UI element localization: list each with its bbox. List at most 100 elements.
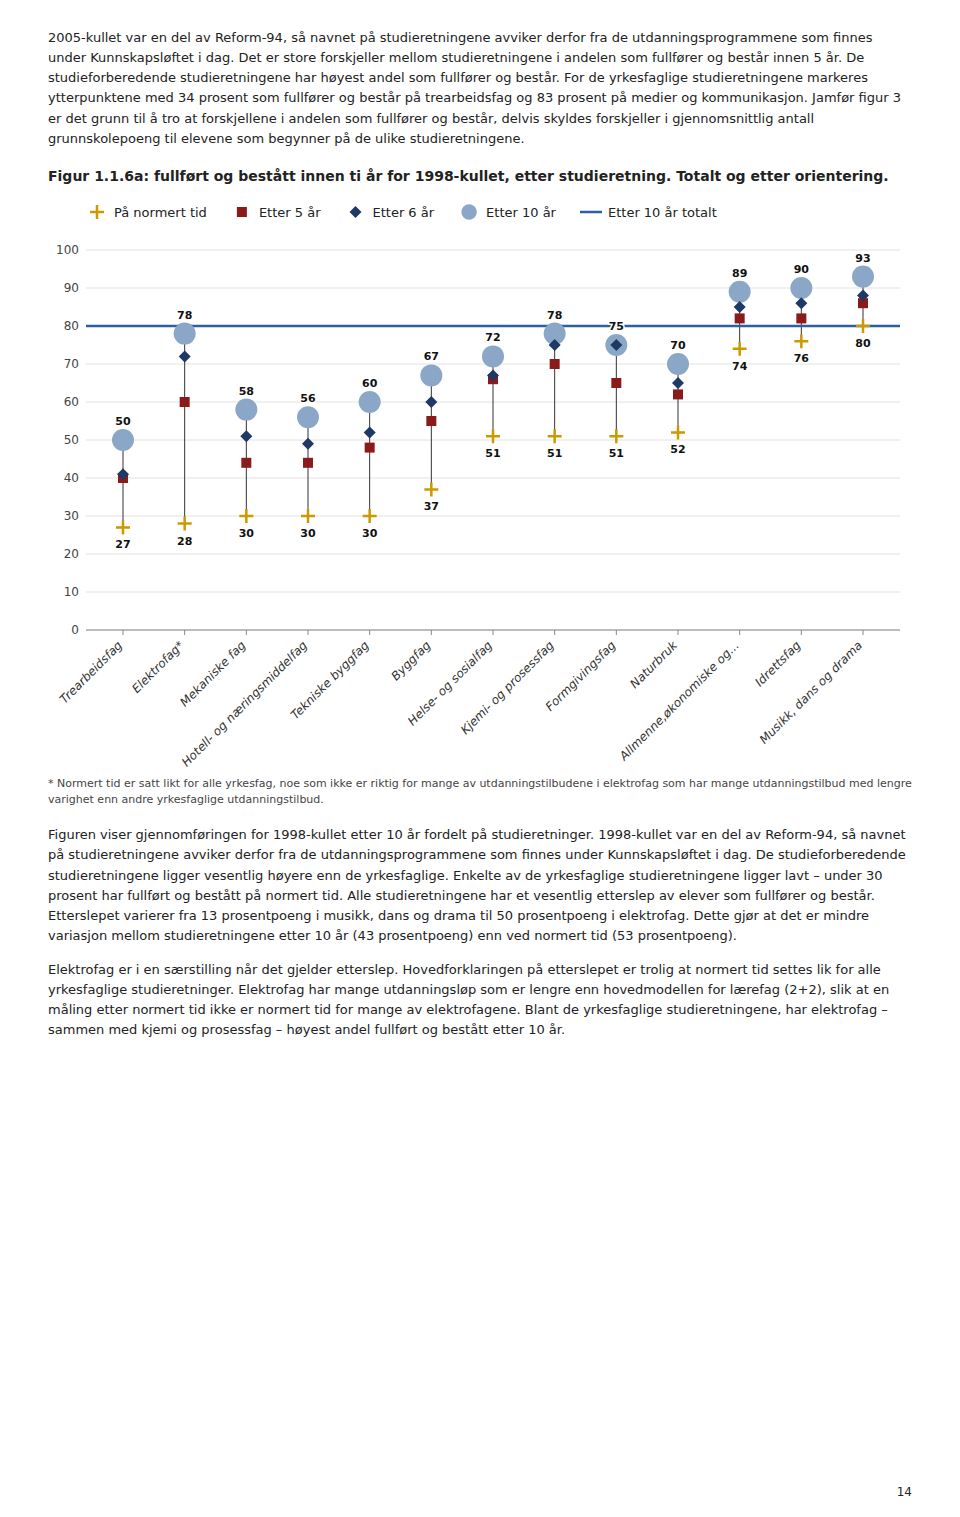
point-circle xyxy=(297,407,319,429)
data-label: 70 xyxy=(670,339,686,352)
body-text: 2005-kullet var en del av Reform-94, så … xyxy=(48,28,912,149)
x-tick-label: Kjemi- og prosessfag xyxy=(458,638,557,737)
legend-swatch xyxy=(237,207,247,217)
grid-line xyxy=(86,326,900,327)
point-plus xyxy=(424,483,438,497)
x-tick-label: Idrettsfag xyxy=(752,638,803,689)
point-circle xyxy=(112,429,134,451)
legend-item: Etter 10 år totalt xyxy=(580,205,717,220)
point-diamond xyxy=(734,301,746,313)
legend-swatch xyxy=(349,206,361,218)
page: 2005-kullet var en del av Reform-94, så … xyxy=(0,0,960,1041)
y-tick-label: 80 xyxy=(64,319,79,333)
data-label: 60 xyxy=(362,377,378,390)
x-tick-label: Musikk, dans og drama xyxy=(757,639,865,747)
legend-label: Etter 5 år xyxy=(259,205,321,220)
x-tick-label: Formgivingsfag xyxy=(543,638,619,714)
data-label: 37 xyxy=(424,501,439,514)
legend-label: Etter 10 år totalt xyxy=(608,205,717,220)
legend-label: Etter 6 år xyxy=(372,205,434,220)
y-tick-label: 30 xyxy=(64,509,79,523)
chart-title: Figur 1.1.6a: fullført og bestått innen … xyxy=(48,167,912,187)
point-plus xyxy=(856,319,870,333)
point-square xyxy=(303,458,313,468)
body-text: Elektrofag er i en særstilling når det g… xyxy=(48,960,912,1041)
x-tick-label: Allmenne,økonomiske og... xyxy=(616,639,742,765)
legend-item: Etter 10 år xyxy=(461,205,556,220)
data-label: 75 xyxy=(609,320,624,333)
point-diamond xyxy=(117,469,129,481)
range-line xyxy=(123,440,124,527)
point-square xyxy=(735,314,745,324)
x-tick xyxy=(369,630,370,635)
x-tick xyxy=(616,630,617,635)
legend-swatch xyxy=(90,205,104,219)
point-plus xyxy=(486,430,500,444)
point-plus xyxy=(609,430,623,444)
data-label: 30 xyxy=(300,527,316,540)
x-axis: TrearbeidsfagElektrofag*Mekaniske fagHot… xyxy=(57,630,865,769)
x-tick xyxy=(308,630,309,635)
range-line xyxy=(616,345,617,436)
footnote: * Normert tid er satt likt for alle yrke… xyxy=(48,776,912,807)
legend-swatch xyxy=(580,211,602,214)
data-label: 58 xyxy=(239,385,254,398)
point-diamond xyxy=(610,339,622,351)
point-diamond xyxy=(240,431,252,443)
data-label: 51 xyxy=(547,448,562,461)
range-line xyxy=(431,376,432,490)
data-label: 30 xyxy=(239,527,255,540)
y-tick-label: 70 xyxy=(64,357,79,371)
point-plus xyxy=(178,517,192,531)
grid-line xyxy=(86,592,900,593)
x-tick xyxy=(739,630,740,635)
point-plus xyxy=(548,430,562,444)
point-square xyxy=(365,443,375,453)
point-diamond xyxy=(425,396,437,408)
x-tick xyxy=(123,630,124,635)
x-tick-label: Byggfag xyxy=(388,638,433,683)
data-label: 93 xyxy=(855,252,870,265)
point-square xyxy=(550,359,560,369)
point-square xyxy=(796,314,806,324)
x-tick xyxy=(184,630,185,635)
data-label: 80 xyxy=(855,337,871,350)
point-plus xyxy=(301,509,315,523)
grid-line xyxy=(86,478,900,479)
grid-line xyxy=(86,516,900,517)
page-number: 14 xyxy=(897,1485,912,1499)
x-tick xyxy=(554,630,555,635)
legend: På normert tid Etter 5 år Etter 6 år Etter … xyxy=(90,205,717,220)
point-plus xyxy=(671,426,685,440)
grid: 0102030405060708090100 xyxy=(56,243,900,637)
marks xyxy=(86,266,900,535)
x-tick xyxy=(678,630,679,635)
data-label: 51 xyxy=(485,448,500,461)
y-tick-label: 50 xyxy=(64,433,79,447)
data-label: 27 xyxy=(115,539,130,552)
point-circle xyxy=(852,266,874,288)
point-square xyxy=(611,378,621,388)
data-label: 28 xyxy=(177,535,192,548)
point-plus xyxy=(116,521,130,535)
y-tick-label: 40 xyxy=(64,471,79,485)
data-label: 78 xyxy=(177,309,192,322)
point-diamond xyxy=(179,351,191,363)
x-tick xyxy=(863,630,864,635)
point-diamond xyxy=(549,339,561,351)
point-plus xyxy=(239,509,253,523)
point-circle xyxy=(420,365,442,387)
point-circle xyxy=(235,399,257,421)
x-tick xyxy=(493,630,494,635)
data-label: 89 xyxy=(732,267,747,280)
legend-item: På normert tid xyxy=(90,205,207,220)
data-label: 67 xyxy=(424,351,439,364)
point-diamond xyxy=(857,290,869,302)
chart: 0102030405060708090100TrearbeidsfagElekt… xyxy=(48,192,912,772)
data-label: 56 xyxy=(300,393,316,406)
x-tick xyxy=(801,630,802,635)
x-tick-label: Trearbeidsfag xyxy=(57,638,125,706)
grid-line xyxy=(86,288,900,289)
data-label: 30 xyxy=(362,527,378,540)
data-label: 52 xyxy=(670,444,685,457)
